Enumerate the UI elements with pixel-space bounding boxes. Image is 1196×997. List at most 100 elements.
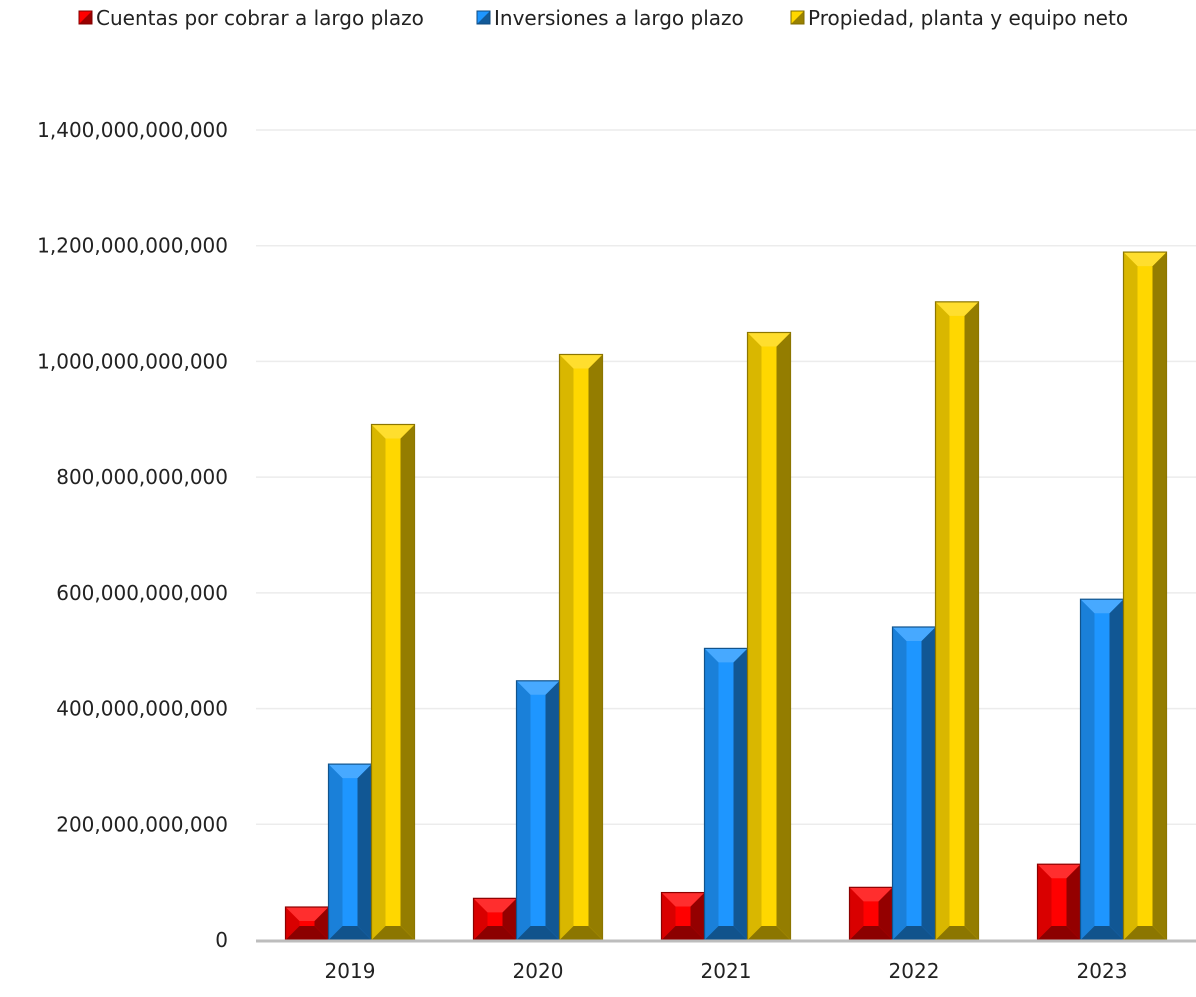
bar-bevel-right	[357, 764, 372, 940]
y-tick-label: 0	[215, 928, 228, 952]
bar-bevel-top	[1037, 864, 1081, 879]
bar	[370, 423, 416, 941]
bar-bevel-bottom	[1037, 926, 1081, 940]
bar-bevel-top	[285, 907, 329, 922]
bar-bevel-right	[400, 424, 415, 940]
bar-bevel-top	[661, 892, 705, 907]
bar-bevel-bottom	[473, 926, 517, 940]
x-tick-label: 2021	[701, 959, 752, 983]
bars	[284, 251, 1168, 941]
y-tick-label: 600,000,000,000	[56, 581, 228, 605]
bar-bevel-left	[285, 907, 300, 940]
y-tick-label: 1,400,000,000,000	[37, 118, 228, 142]
bar	[848, 886, 894, 941]
bar	[1079, 598, 1125, 941]
bar	[891, 626, 937, 941]
bar-bevel-bottom	[849, 926, 893, 940]
bar-bevel-top	[892, 626, 936, 641]
bar-bevel-left	[661, 892, 676, 940]
bar-bevel-top	[328, 764, 372, 779]
bar-bevel-bottom	[371, 926, 415, 940]
bar-bevel-top	[747, 332, 791, 347]
bar-bevel-bottom	[285, 926, 329, 940]
bar-bevel-right	[964, 301, 979, 941]
legend-swatch-shade	[477, 11, 490, 24]
legend-item: Inversiones a largo plazo	[476, 6, 744, 30]
y-tick-label: 1,200,000,000,000	[37, 234, 228, 258]
bar-bevel-bottom	[935, 926, 979, 940]
legend-label: Inversiones a largo plazo	[494, 6, 744, 30]
legend: Cuentas por cobrar a largo plazo Inversio…	[78, 6, 1128, 30]
bar-bevel-left	[892, 626, 907, 940]
bar-bevel-left	[935, 301, 950, 941]
bar	[934, 301, 980, 941]
bar-bevel-bottom	[747, 926, 791, 940]
bar-bevel-top	[849, 887, 893, 902]
bar-bevel-bottom	[328, 926, 372, 940]
bar-bevel-bottom	[516, 926, 560, 940]
bar	[472, 897, 518, 941]
bar-bevel-right	[545, 680, 560, 940]
bar-bevel-left	[1037, 864, 1052, 940]
y-tick-label: 1,000,000,000,000	[37, 349, 228, 373]
x-tick-label: 2022	[889, 959, 940, 983]
bar-bevel-right	[776, 332, 791, 940]
bar-bevel-right	[502, 898, 517, 940]
bar-bevel-left	[516, 680, 531, 940]
bar-bevel-bottom	[661, 926, 705, 940]
legend-swatch-shade	[79, 11, 92, 24]
legend-swatch-shade	[791, 11, 804, 24]
bar-bevel-right	[1152, 252, 1167, 941]
bar-bevel-left	[849, 887, 864, 940]
y-tick-label: 200,000,000,000	[56, 812, 228, 836]
bar-bevel-top	[704, 648, 748, 663]
bar-bevel-left	[1080, 599, 1095, 940]
bar-bevel-right	[588, 354, 603, 940]
bar	[746, 331, 792, 941]
bar-bevel-right	[878, 887, 893, 940]
bar-bevel-right	[1066, 864, 1081, 940]
bar-bevel-bottom	[559, 926, 603, 940]
bar	[558, 353, 604, 941]
legend-item: Cuentas por cobrar a largo plazo	[78, 6, 424, 30]
y-axis-ticks: 0 200,000,000,000 400,000,000,000 600,000,0…	[37, 118, 228, 952]
bar	[284, 906, 330, 941]
bar-bevel-top	[935, 301, 979, 316]
legend-swatch-border	[78, 10, 93, 25]
legend-swatch-border	[790, 10, 805, 25]
bar-bevel-right	[733, 648, 748, 940]
bar-bevel-left	[473, 898, 488, 940]
bar	[327, 763, 373, 941]
bar-bevel-top	[473, 898, 517, 913]
legend-label: Cuentas por cobrar a largo plazo	[96, 6, 424, 30]
bar-bevel-top	[559, 354, 603, 369]
y-tick-label: 400,000,000,000	[56, 697, 228, 721]
bar-bevel-top	[1080, 599, 1124, 614]
bar-bevel-right	[921, 626, 936, 940]
bar-bevel-left	[1123, 252, 1138, 941]
bar-bevel-bottom	[1080, 926, 1124, 940]
bar-bevel-top	[516, 680, 560, 695]
bar-bevel-bottom	[892, 926, 936, 940]
bar-bevel-left	[559, 354, 574, 940]
bar-bevel-left	[704, 648, 719, 940]
bar	[660, 891, 706, 941]
legend-swatch-border	[476, 10, 491, 25]
bar-bevel-left	[747, 332, 762, 940]
legend-label: Propiedad, planta y equipo neto	[808, 6, 1128, 30]
bar	[703, 647, 749, 941]
bar-bevel-right	[690, 892, 705, 940]
x-tick-label: 2020	[513, 959, 564, 983]
y-tick-label: 800,000,000,000	[56, 465, 228, 489]
bar	[515, 680, 561, 941]
bar-bevel-right	[1109, 599, 1124, 940]
bar-bevel-top	[371, 424, 415, 439]
bar	[1036, 863, 1082, 941]
bar-bevel-top	[1123, 252, 1167, 267]
bar-bevel-right	[314, 907, 329, 940]
x-axis-ticks: 2019 2020 2021 2022 2023	[325, 959, 1128, 983]
bar	[1122, 251, 1168, 941]
x-tick-label: 2023	[1077, 959, 1128, 983]
